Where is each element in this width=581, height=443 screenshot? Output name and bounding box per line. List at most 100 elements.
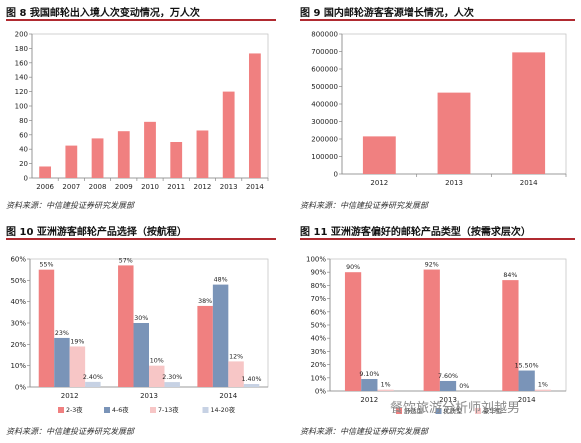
x-tick-label: 2014 — [520, 179, 538, 187]
y-tick-label: 140 — [15, 74, 28, 82]
bar — [222, 91, 235, 178]
data-label: 55% — [39, 262, 53, 269]
y-tick-label: 10% — [310, 374, 326, 382]
bar — [38, 269, 55, 387]
y-tick-label: 300000 — [311, 118, 338, 126]
bar — [149, 365, 165, 387]
bar — [439, 380, 457, 391]
data-label: 1% — [538, 382, 548, 389]
x-tick-label: 2011 — [167, 183, 185, 191]
bar — [91, 138, 104, 178]
bar — [196, 130, 209, 178]
legend-swatch — [58, 407, 64, 413]
bar — [248, 53, 261, 178]
y-tick-label: 50% — [10, 277, 26, 285]
x-tick-label: 2010 — [141, 183, 159, 191]
chart-fig10: 0% 10% 20% 30% 40% 50% 60% 55% 23%19% 2.40% 2012 57… — [10, 256, 269, 414]
legend-swatch — [150, 407, 156, 413]
bar — [518, 370, 535, 391]
legend-label: 舒适型 — [404, 406, 423, 415]
y-tick-label: 120 — [15, 88, 28, 96]
bar — [54, 337, 70, 387]
data-label: 57% — [119, 257, 133, 264]
chart-fig8: 0 20 40 60 80 100 120 140 160 180 200 2006 2007 2008 2… — [15, 31, 269, 191]
data-label: 7.60% — [438, 373, 458, 380]
panel-fig9: 图 9 国内邮轮游客客源增长情况，人次 0 100000 200000 300000 4… — [300, 4, 575, 219]
bar — [361, 378, 378, 391]
x-tick-label: 2013 — [220, 183, 238, 191]
bar — [502, 280, 519, 391]
data-label: 30% — [134, 315, 148, 322]
data-label: 1% — [381, 382, 391, 389]
y-tick-label: 800000 — [311, 31, 338, 39]
data-label: 92% — [425, 262, 439, 269]
y-tick-label: 200 — [15, 31, 28, 39]
bar — [39, 166, 52, 178]
data-label: 23% — [55, 330, 69, 337]
y-tick-label: 40 — [19, 146, 28, 154]
legend-label: 优质型 — [444, 406, 463, 415]
y-tick-label: 400000 — [311, 101, 338, 109]
panel-fig8: 图 8 我国邮轮出入境人次变动情况，万人次 0 20 40 60 80 100 120 140… — [6, 4, 276, 219]
chart-source: 资料来源：中信建投证券研究发展部 — [6, 201, 134, 210]
x-tick-label: 2014 — [246, 183, 264, 191]
x-tick-label: 2013 — [140, 392, 158, 400]
legend-swatch — [475, 408, 481, 414]
data-label: 48% — [214, 277, 228, 284]
bar — [85, 381, 101, 387]
y-tick-label: 100 — [15, 103, 28, 111]
chart-fig11: 0% 10% 20% 30% 40% 50% 60% 70% 80% 90% 100% 90% 9.10… — [306, 256, 567, 415]
data-label: 2.40% — [83, 374, 103, 381]
legend-label: 4-6夜 — [112, 405, 129, 414]
data-label: 0% — [459, 383, 469, 390]
y-tick-label: 700000 — [311, 48, 338, 56]
data-label: 15.50% — [515, 363, 539, 370]
x-tick-label: 2008 — [89, 183, 107, 191]
bar — [344, 272, 362, 391]
bar — [197, 305, 213, 387]
y-tick-label: 20% — [10, 341, 26, 349]
x-tick-label: 2012 — [194, 183, 212, 191]
x-tick-label: 2014 — [518, 396, 536, 404]
panel-fig10: 图 10 亚洲游客邮轮产品选择（按航程） 0% 10% 20% 30% 40% 50% 60… — [6, 223, 276, 443]
y-tick-label: 100000 — [311, 153, 338, 161]
y-tick-label: 60% — [10, 256, 26, 264]
bar — [243, 384, 260, 387]
bar — [164, 382, 180, 387]
data-label: 10% — [150, 358, 164, 365]
bar — [534, 389, 552, 391]
x-tick-label: 2009 — [115, 183, 133, 191]
chart-source: 资料来源：中信建投证券研究发展部 — [300, 427, 428, 436]
legend-label: 2-3夜 — [66, 405, 83, 414]
bar — [423, 269, 440, 391]
y-tick-label: 500000 — [311, 83, 338, 91]
panel-fig11: 图 11 亚洲游客偏好的邮轮产品类型（按需求层次） 0% 10% 20% 30% 40%… — [300, 223, 575, 443]
y-tick-label: 80 — [19, 117, 28, 125]
legend-swatch — [435, 408, 442, 414]
legend-swatch — [396, 408, 402, 414]
legend-swatch — [104, 407, 110, 413]
y-tick-label: 200000 — [311, 136, 338, 144]
y-tick-label: 20% — [310, 361, 326, 369]
legend-label: 7-13夜 — [158, 405, 179, 414]
y-tick-label: 70% — [310, 295, 326, 303]
bar — [133, 323, 149, 387]
bar — [212, 284, 229, 387]
y-tick-label: 160 — [15, 59, 28, 67]
bar — [377, 389, 394, 391]
bar — [69, 346, 86, 387]
legend-swatch — [202, 407, 209, 413]
chart-title: 图 8 我国邮轮出入境人次变动情况，万人次 — [6, 4, 276, 21]
x-tick-label: 2013 — [445, 179, 463, 187]
y-tick-label: 600000 — [311, 66, 338, 74]
y-tick-label: 60 — [19, 131, 28, 139]
y-tick-label: 0 — [24, 175, 28, 183]
x-tick-label: 2007 — [62, 183, 80, 191]
y-tick-label: 100% — [306, 256, 326, 264]
bar — [512, 52, 546, 174]
chart-source: 资料来源：中信建投证券研究发展部 — [6, 427, 134, 436]
x-tick-label: 2006 — [36, 183, 54, 191]
watermark-text: 餐饮旅游分析师刘越男 — [390, 401, 521, 416]
bar — [437, 92, 471, 174]
bar — [170, 142, 183, 178]
